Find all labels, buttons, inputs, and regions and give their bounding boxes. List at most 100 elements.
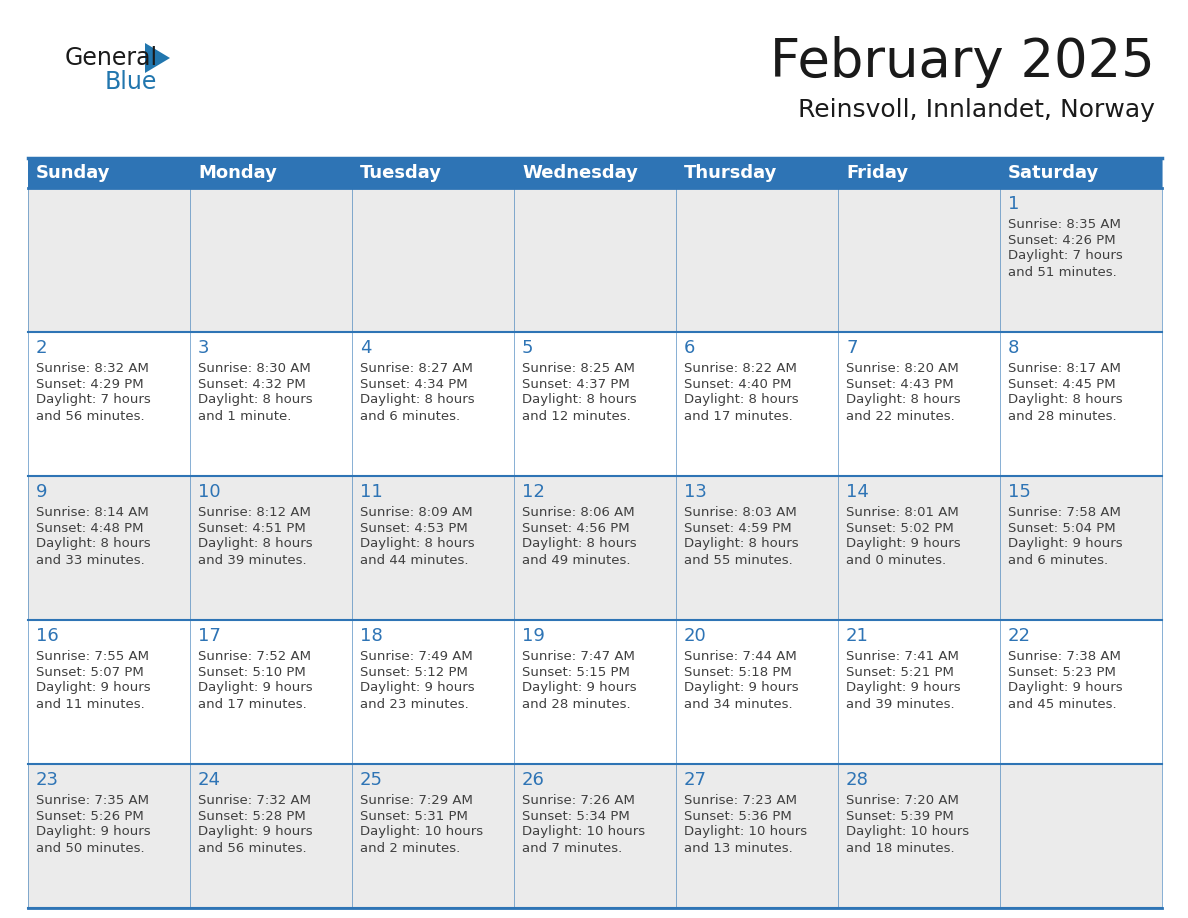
Text: Sunset: 4:56 PM: Sunset: 4:56 PM (522, 521, 630, 534)
Text: and 55 minutes.: and 55 minutes. (684, 554, 792, 566)
Text: and 11 minutes.: and 11 minutes. (36, 698, 145, 711)
Text: 3: 3 (198, 339, 209, 357)
Text: Daylight: 9 hours: Daylight: 9 hours (1007, 681, 1123, 695)
Text: Sunset: 4:48 PM: Sunset: 4:48 PM (36, 521, 144, 534)
Text: 6: 6 (684, 339, 695, 357)
Text: Sunset: 5:28 PM: Sunset: 5:28 PM (198, 810, 305, 823)
Text: Sunrise: 8:17 AM: Sunrise: 8:17 AM (1007, 362, 1120, 375)
Text: Sunrise: 7:49 AM: Sunrise: 7:49 AM (360, 650, 473, 663)
Text: and 56 minutes.: and 56 minutes. (36, 409, 145, 422)
Text: Sunset: 4:26 PM: Sunset: 4:26 PM (1007, 233, 1116, 247)
Text: 18: 18 (360, 627, 383, 645)
Text: Friday: Friday (846, 164, 908, 182)
Text: and 28 minutes.: and 28 minutes. (1007, 409, 1117, 422)
Text: 1: 1 (1007, 195, 1019, 213)
Text: 16: 16 (36, 627, 58, 645)
Text: Daylight: 8 hours: Daylight: 8 hours (684, 538, 798, 551)
Text: Sunset: 5:31 PM: Sunset: 5:31 PM (360, 810, 468, 823)
Text: 22: 22 (1007, 627, 1031, 645)
Text: Sunset: 5:26 PM: Sunset: 5:26 PM (36, 810, 144, 823)
Text: Sunday: Sunday (36, 164, 110, 182)
Bar (29, 158, 1162, 188)
Text: Daylight: 9 hours: Daylight: 9 hours (684, 681, 798, 695)
Text: Sunrise: 7:29 AM: Sunrise: 7:29 AM (360, 793, 473, 807)
Text: Daylight: 9 hours: Daylight: 9 hours (522, 681, 637, 695)
Text: 21: 21 (846, 627, 868, 645)
Text: Daylight: 7 hours: Daylight: 7 hours (1007, 250, 1123, 263)
Text: and 34 minutes.: and 34 minutes. (684, 698, 792, 711)
Text: Sunrise: 8:32 AM: Sunrise: 8:32 AM (36, 362, 148, 375)
Text: and 7 minutes.: and 7 minutes. (522, 842, 623, 855)
Text: Sunrise: 8:01 AM: Sunrise: 8:01 AM (846, 506, 959, 519)
Text: Reinsvoll, Innlandet, Norway: Reinsvoll, Innlandet, Norway (798, 98, 1155, 122)
Text: General: General (65, 46, 158, 70)
Text: and 6 minutes.: and 6 minutes. (1007, 554, 1108, 566)
Text: Sunset: 4:37 PM: Sunset: 4:37 PM (522, 377, 630, 390)
Text: and 1 minute.: and 1 minute. (198, 409, 291, 422)
Text: and 6 minutes.: and 6 minutes. (360, 409, 460, 422)
Text: Daylight: 8 hours: Daylight: 8 hours (198, 394, 312, 407)
Text: Sunset: 5:23 PM: Sunset: 5:23 PM (1007, 666, 1116, 678)
Text: 26: 26 (522, 771, 545, 789)
Text: and 17 minutes.: and 17 minutes. (198, 698, 307, 711)
Text: and 51 minutes.: and 51 minutes. (1007, 265, 1117, 278)
Text: and 39 minutes.: and 39 minutes. (846, 698, 955, 711)
Text: Sunset: 4:59 PM: Sunset: 4:59 PM (684, 521, 791, 534)
Text: and 12 minutes.: and 12 minutes. (522, 409, 631, 422)
Text: 19: 19 (522, 627, 545, 645)
Text: Sunset: 5:04 PM: Sunset: 5:04 PM (1007, 521, 1116, 534)
Text: Sunrise: 8:20 AM: Sunrise: 8:20 AM (846, 362, 959, 375)
Text: and 13 minutes.: and 13 minutes. (684, 842, 792, 855)
Text: Sunrise: 7:38 AM: Sunrise: 7:38 AM (1007, 650, 1120, 663)
Text: Sunset: 5:02 PM: Sunset: 5:02 PM (846, 521, 954, 534)
Text: 12: 12 (522, 483, 545, 501)
Text: Saturday: Saturday (1007, 164, 1099, 182)
Text: 23: 23 (36, 771, 59, 789)
Text: and 18 minutes.: and 18 minutes. (846, 842, 955, 855)
Text: and 28 minutes.: and 28 minutes. (522, 698, 631, 711)
Text: and 45 minutes.: and 45 minutes. (1007, 698, 1117, 711)
Text: Sunrise: 8:03 AM: Sunrise: 8:03 AM (684, 506, 797, 519)
Text: and 17 minutes.: and 17 minutes. (684, 409, 792, 422)
Text: Sunrise: 7:55 AM: Sunrise: 7:55 AM (36, 650, 148, 663)
Text: Sunset: 4:45 PM: Sunset: 4:45 PM (1007, 377, 1116, 390)
Text: Thursday: Thursday (684, 164, 777, 182)
Text: Daylight: 10 hours: Daylight: 10 hours (846, 825, 969, 838)
Text: Sunrise: 8:27 AM: Sunrise: 8:27 AM (360, 362, 473, 375)
Text: Sunset: 4:29 PM: Sunset: 4:29 PM (36, 377, 144, 390)
Text: Daylight: 8 hours: Daylight: 8 hours (1007, 394, 1123, 407)
Text: and 22 minutes.: and 22 minutes. (846, 409, 955, 422)
Text: Sunrise: 8:25 AM: Sunrise: 8:25 AM (522, 362, 634, 375)
Text: 24: 24 (198, 771, 221, 789)
Text: Sunset: 5:12 PM: Sunset: 5:12 PM (360, 666, 468, 678)
Text: Sunrise: 8:30 AM: Sunrise: 8:30 AM (198, 362, 311, 375)
Text: Daylight: 9 hours: Daylight: 9 hours (846, 681, 961, 695)
Text: 13: 13 (684, 483, 707, 501)
Text: 8: 8 (1007, 339, 1019, 357)
Text: 17: 17 (198, 627, 221, 645)
Text: Sunset: 5:21 PM: Sunset: 5:21 PM (846, 666, 954, 678)
Text: Daylight: 8 hours: Daylight: 8 hours (522, 394, 637, 407)
Text: Sunrise: 7:44 AM: Sunrise: 7:44 AM (684, 650, 797, 663)
Text: Sunset: 4:34 PM: Sunset: 4:34 PM (360, 377, 468, 390)
Text: Daylight: 9 hours: Daylight: 9 hours (360, 681, 475, 695)
Text: and 33 minutes.: and 33 minutes. (36, 554, 145, 566)
Text: 11: 11 (360, 483, 383, 501)
Text: Sunset: 4:53 PM: Sunset: 4:53 PM (360, 521, 468, 534)
Text: 7: 7 (846, 339, 858, 357)
Text: 10: 10 (198, 483, 221, 501)
Text: February 2025: February 2025 (770, 36, 1155, 88)
Text: Sunrise: 7:20 AM: Sunrise: 7:20 AM (846, 793, 959, 807)
Text: and 50 minutes.: and 50 minutes. (36, 842, 145, 855)
Bar (29, 476, 1162, 620)
Text: Sunrise: 7:23 AM: Sunrise: 7:23 AM (684, 793, 797, 807)
Text: Sunrise: 7:41 AM: Sunrise: 7:41 AM (846, 650, 959, 663)
Text: Sunset: 4:43 PM: Sunset: 4:43 PM (846, 377, 954, 390)
Text: Daylight: 8 hours: Daylight: 8 hours (360, 394, 475, 407)
Text: 5: 5 (522, 339, 533, 357)
Text: Sunset: 5:34 PM: Sunset: 5:34 PM (522, 810, 630, 823)
Text: Sunrise: 8:14 AM: Sunrise: 8:14 AM (36, 506, 148, 519)
Text: Sunrise: 7:32 AM: Sunrise: 7:32 AM (198, 793, 311, 807)
Text: Daylight: 8 hours: Daylight: 8 hours (684, 394, 798, 407)
Text: Sunset: 4:40 PM: Sunset: 4:40 PM (684, 377, 791, 390)
